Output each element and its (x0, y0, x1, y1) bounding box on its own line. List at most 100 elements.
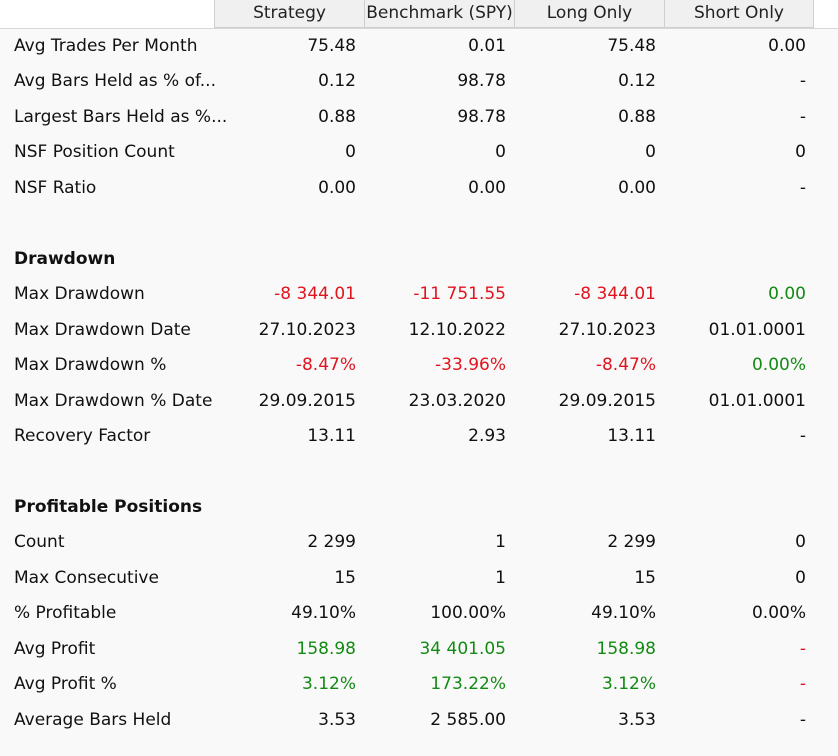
cell-strategy: 0.88 (318, 106, 356, 127)
cell-short-only: - (799, 709, 806, 730)
cell-strategy: 29.09.2015 (258, 390, 356, 411)
table-row: Max Drawdown % Date 29.09.2015 23.03.2020 2… (0, 384, 838, 419)
cell-short-only: 0 (795, 142, 806, 163)
column-header-short-only[interactable]: Short Only (664, 0, 814, 28)
cell-long-only: 15 (634, 567, 656, 588)
row-label: Count (14, 532, 65, 553)
cell-benchmark: 34 401.05 (419, 638, 506, 659)
column-header-long-only[interactable]: Long Only (514, 0, 664, 28)
cell-short-only: - (799, 106, 806, 127)
cell-long-only: 3.53 (618, 709, 656, 730)
cell-benchmark: 0.00 (468, 177, 506, 198)
column-header-benchmark[interactable]: Benchmark (SPY) (364, 0, 514, 28)
cell-short-only: 0 (795, 567, 806, 588)
cell-short-only: 01.01.0001 (708, 319, 806, 340)
cell-short-only: 0.00% (751, 603, 806, 624)
cell-strategy: 15 (334, 567, 356, 588)
cell-benchmark: 12.10.2022 (408, 319, 506, 340)
cell-strategy: 3.12% (301, 674, 356, 695)
cell-long-only: 0 (645, 142, 656, 163)
cell-short-only: 0.00 (768, 36, 806, 56)
row-label: Avg Profit % (14, 674, 117, 695)
cell-long-only: 0.00 (618, 177, 656, 198)
cell-strategy: 13.11 (307, 425, 356, 446)
cell-long-only: 0.88 (618, 106, 656, 127)
cell-benchmark: 98.78 (457, 106, 506, 127)
section-header: Drawdown (0, 242, 838, 277)
row-label: Max Consecutive (14, 567, 159, 588)
column-header-bar: Strategy Benchmark (SPY) Long Only Short… (0, 0, 838, 29)
table-row: Avg Bars Held as % of... 0.12 98.78 0.12 - (0, 64, 838, 99)
table-row: Max Consecutive 15 1 15 0 (0, 561, 838, 596)
cell-benchmark: 1 (495, 567, 506, 588)
cell-strategy: 158.98 (296, 638, 356, 659)
table-row: Average Bars Held 3.53 2 585.00 3.53 - (0, 703, 838, 738)
cell-short-only: 0.00% (751, 355, 806, 376)
table-row: Max Drawdown -8 344.01 -11 751.55 -8 344.01… (0, 277, 838, 312)
cell-long-only: -8 344.01 (574, 284, 656, 305)
cell-strategy: 0.00 (318, 177, 356, 198)
table-row: % Profitable 49.10% 100.00% 49.10% 0.00% (0, 596, 838, 631)
cell-benchmark: 0.01 (468, 36, 506, 56)
table-row: Avg Trades Per Month 75.48 0.01 75.48 0.00 (0, 29, 838, 64)
cell-strategy: 27.10.2023 (258, 319, 356, 340)
table-row: Avg Profit % 3.12% 173.22% 3.12% - (0, 667, 838, 702)
cell-strategy: 75.48 (307, 36, 356, 56)
row-label: Avg Bars Held as % of... (14, 71, 216, 92)
cell-short-only: - (799, 71, 806, 92)
cell-short-only: 01.01.0001 (708, 390, 806, 411)
cell-benchmark: 1 (495, 532, 506, 553)
cell-strategy: -8.47% (295, 355, 356, 376)
row-label: Avg Trades Per Month (14, 36, 198, 56)
cell-short-only: 0.00 (768, 284, 806, 305)
cell-long-only: 49.10% (591, 603, 656, 624)
cell-benchmark: 98.78 (457, 71, 506, 92)
cell-benchmark: 173.22% (430, 674, 506, 695)
table-row: Recovery Factor 13.11 2.93 13.11 - (0, 419, 838, 454)
section-header: Profitable Positions (0, 490, 838, 525)
column-header-strategy[interactable]: Strategy (214, 0, 364, 28)
row-label: Max Drawdown Date (14, 319, 191, 340)
cell-strategy: 0.12 (318, 71, 356, 92)
cell-benchmark: 2 585.00 (430, 709, 506, 730)
cell-short-only: - (799, 674, 806, 695)
cell-long-only: -8.47% (595, 355, 656, 376)
cell-long-only: 13.11 (607, 425, 656, 446)
row-label: NSF Position Count (14, 142, 175, 163)
cell-short-only: 0 (795, 532, 806, 553)
cell-strategy: 3.53 (318, 709, 356, 730)
row-label: Largest Bars Held as %... (14, 106, 228, 127)
cell-long-only: 3.12% (601, 674, 656, 695)
cell-long-only: 0.12 (618, 71, 656, 92)
cell-benchmark: 23.03.2020 (408, 390, 506, 411)
row-label: Average Bars Held (14, 709, 172, 730)
table-row: Avg Profit 158.98 34 401.05 158.98 - (0, 632, 838, 667)
table-row: Max Drawdown Date 27.10.2023 12.10.2022 27.… (0, 313, 838, 348)
cell-benchmark: -11 751.55 (413, 284, 506, 305)
table-row: NSF Ratio 0.00 0.00 0.00 - (0, 171, 838, 206)
cell-benchmark: 100.00% (430, 603, 506, 624)
table-row: Count 2 299 1 2 299 0 (0, 525, 838, 560)
cell-strategy: 0 (345, 142, 356, 163)
row-label: Avg Profit (14, 638, 96, 659)
row-label: Recovery Factor (14, 425, 151, 446)
cell-long-only: 2 299 (607, 532, 656, 553)
row-label: Max Drawdown % Date (14, 390, 213, 411)
row-label: NSF Ratio (14, 177, 97, 198)
cell-strategy: 49.10% (291, 603, 356, 624)
cell-short-only: - (799, 177, 806, 198)
cell-short-only: - (799, 638, 806, 659)
cell-strategy: -8 344.01 (274, 284, 356, 305)
cell-long-only: 29.09.2015 (558, 390, 656, 411)
cell-short-only: - (799, 425, 806, 446)
cell-benchmark: 0 (495, 142, 506, 163)
row-label: Max Drawdown (14, 284, 145, 305)
cell-long-only: 75.48 (607, 36, 656, 56)
section-title: Drawdown (14, 248, 116, 269)
row-label: % Profitable (14, 603, 117, 624)
cell-long-only: 158.98 (596, 638, 656, 659)
cell-benchmark: -33.96% (435, 355, 506, 376)
table-row: Largest Bars Held as %... 0.88 98.78 0.88 - (0, 100, 838, 135)
section-title: Profitable Positions (14, 496, 203, 517)
table-row: NSF Position Count 0 0 0 0 (0, 135, 838, 170)
